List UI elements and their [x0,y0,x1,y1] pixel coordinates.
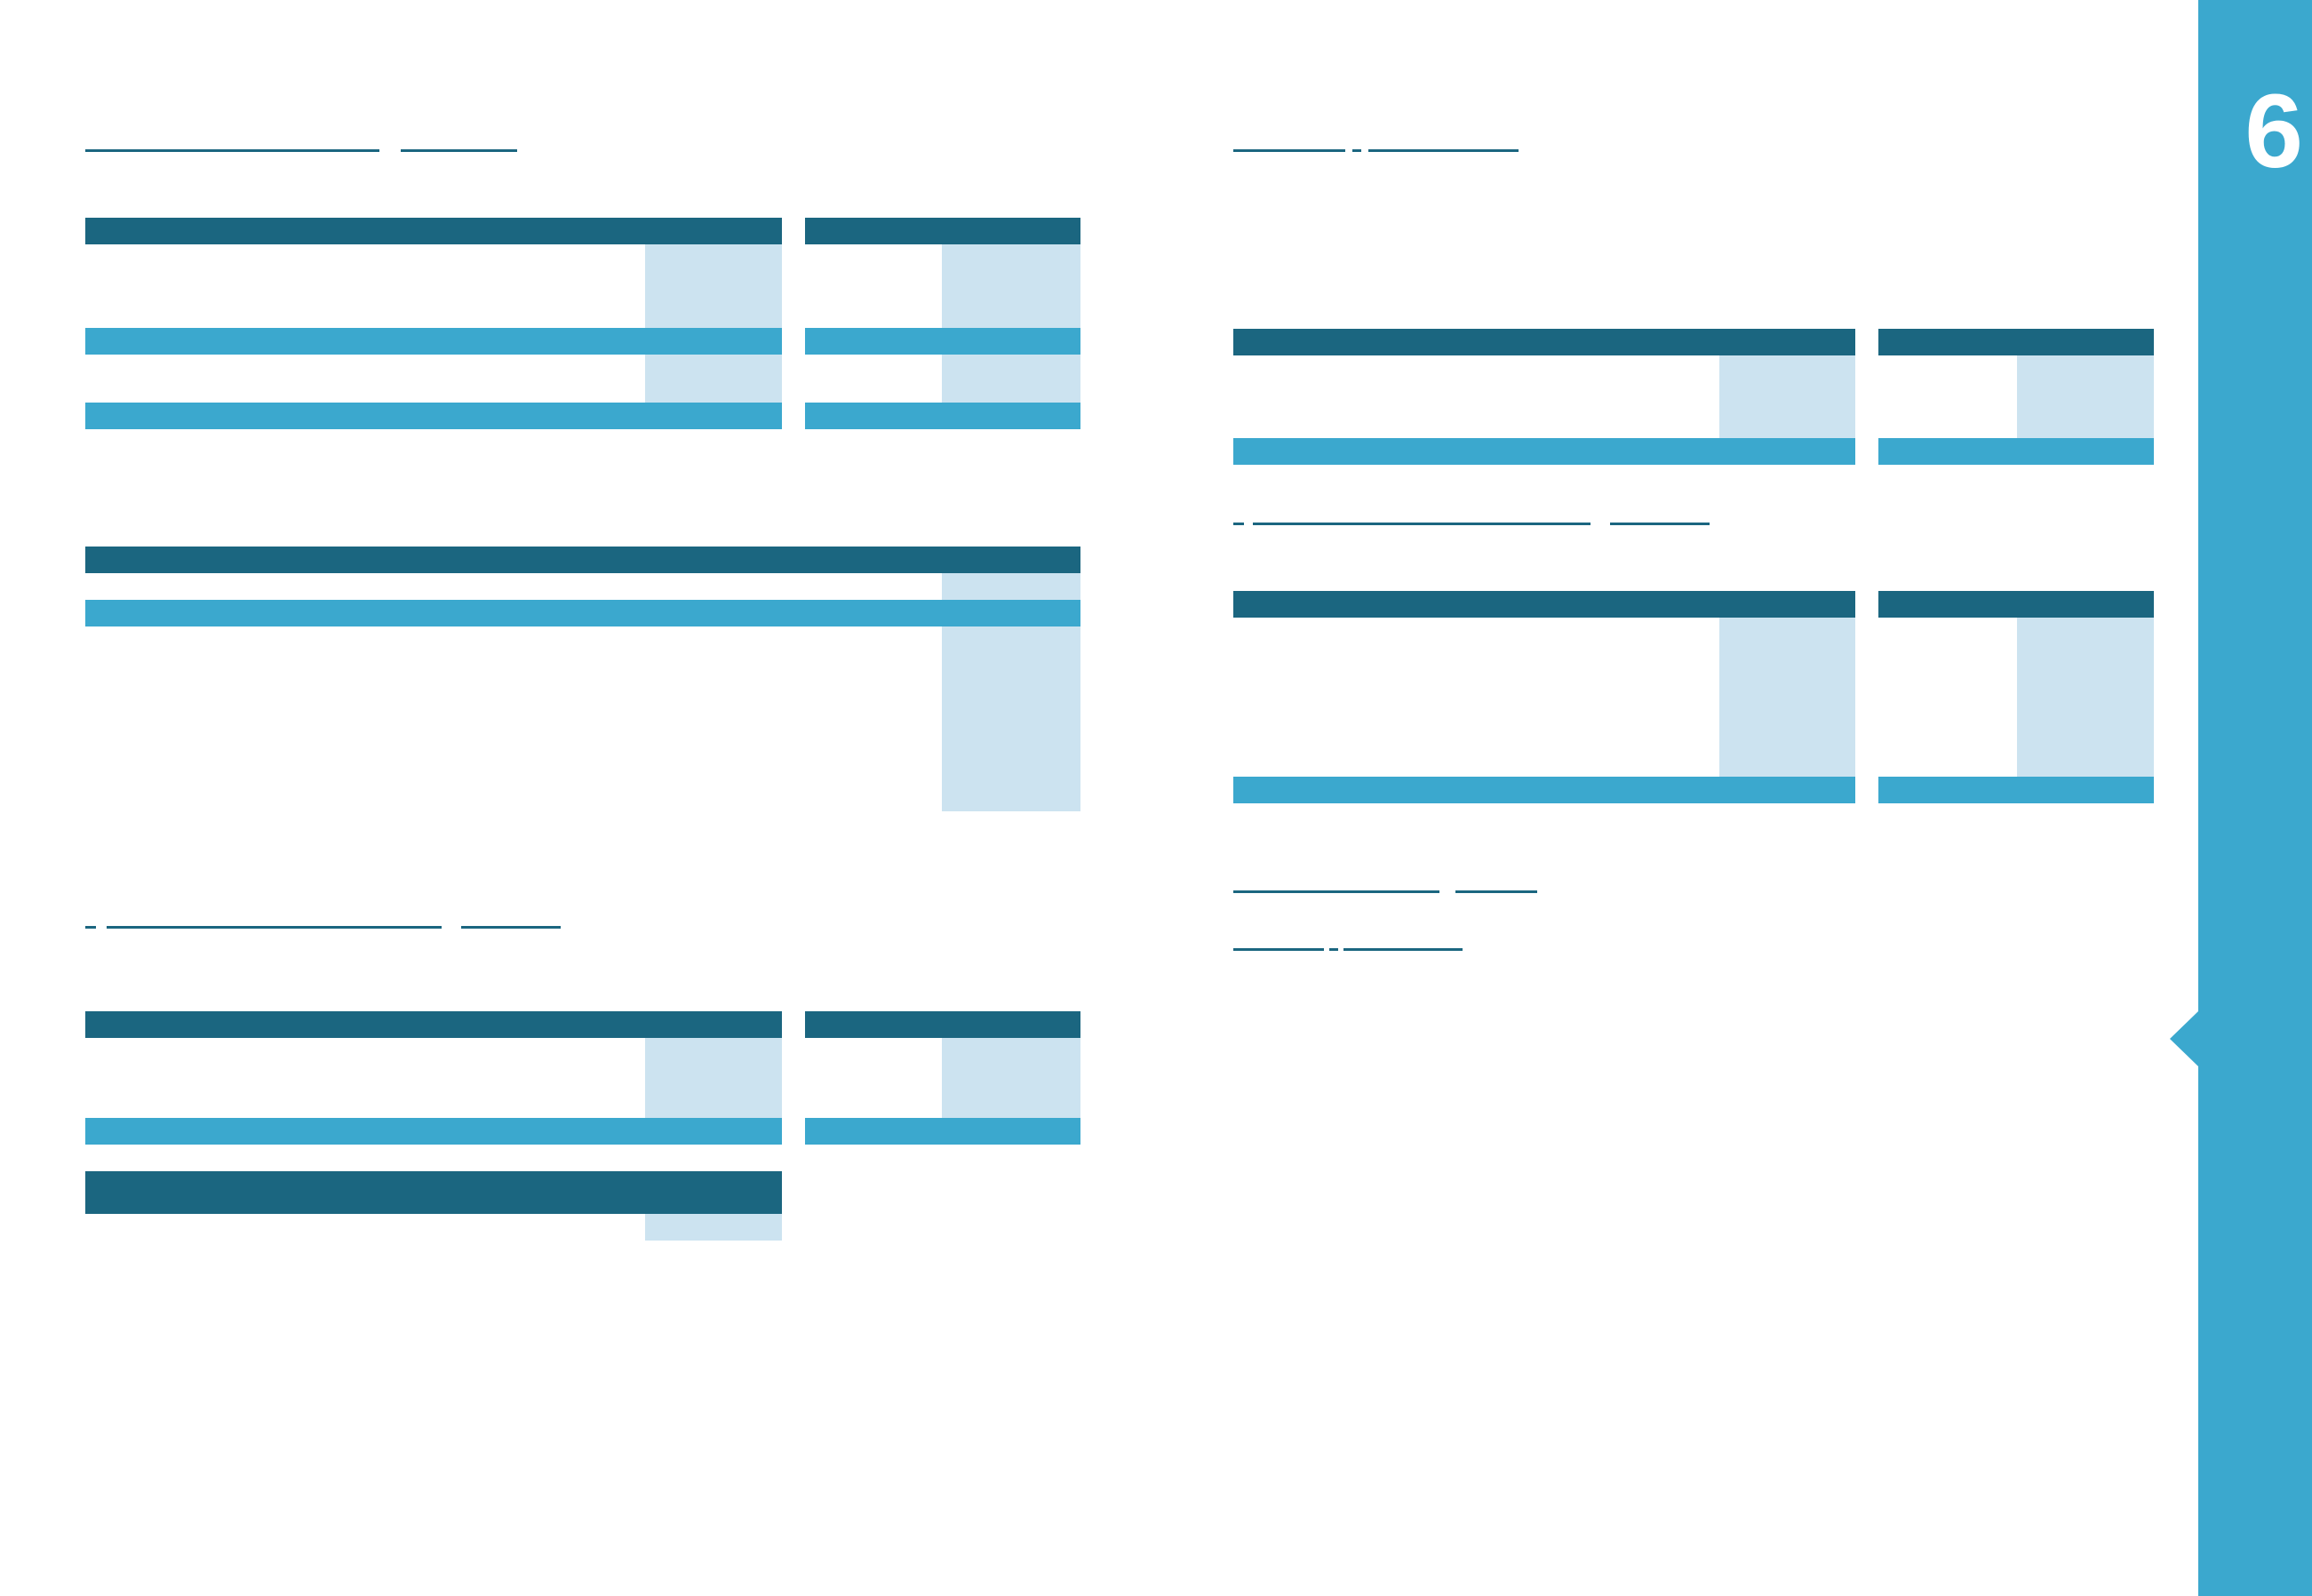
table-row-bar [85,1118,782,1145]
table-header-bar [1233,591,1855,618]
table-header-bar [85,1011,782,1038]
table-highlight-cell [645,1038,782,1118]
page-number-text: 6 [2244,73,2303,190]
table-highlight-cell [942,626,1080,811]
table-header-bar [1878,591,2154,618]
table-header-bar [1233,329,1855,355]
table-row-bar [85,600,1080,626]
table-header-bar [85,1171,782,1214]
table-highlight-cell [942,244,1080,328]
table-row-bar [805,328,1080,355]
heading-placeholder-line [1233,890,1439,893]
table-header-bar [805,1011,1080,1038]
table-highlight-cell [942,573,1080,600]
table-highlight-cell [645,1214,782,1241]
table-highlight-cell [1719,618,1855,777]
table-row-bar [1233,438,1855,465]
heading-placeholder-line [1233,948,1324,951]
table-row-bar [85,328,782,355]
table-highlight-cell [942,355,1080,403]
table-highlight-cell [942,1038,1080,1118]
heading-placeholder-line [1455,890,1537,893]
table-header-bar [1878,329,2154,355]
table-row-bar [1233,777,1855,803]
heading-placeholder-line [85,149,379,152]
heading-placeholder-line [1233,149,1345,152]
table-header-bar [85,218,782,244]
table-row-bar [805,403,1080,429]
heading-placeholder-line [1233,523,1244,525]
heading-placeholder-line [401,149,517,152]
table-row-bar [805,1118,1080,1145]
heading-placeholder-line [461,926,561,929]
heading-placeholder-line [1368,149,1519,152]
heading-placeholder-line [1352,149,1361,152]
heading-placeholder-line [1610,523,1710,525]
chapter-sidebar [2198,0,2312,1596]
table-highlight-cell [2017,355,2154,438]
table-highlight-cell [645,244,782,328]
table-highlight-cell [2017,618,2154,777]
sidebar-pointer-icon [2170,1011,2198,1066]
heading-placeholder-line [1343,948,1463,951]
heading-placeholder-line [1329,948,1338,951]
table-row-bar [1878,777,2154,803]
table-row-bar [1878,438,2154,465]
heading-placeholder-line [85,926,96,929]
heading-placeholder-line [1253,523,1590,525]
table-highlight-cell [1719,355,1855,438]
table-header-bar [805,218,1080,244]
heading-placeholder-line [107,926,442,929]
table-highlight-cell [645,355,782,403]
page-number: 6 [2198,78,2312,185]
table-row-bar [85,403,782,429]
table-header-bar [85,547,1080,573]
